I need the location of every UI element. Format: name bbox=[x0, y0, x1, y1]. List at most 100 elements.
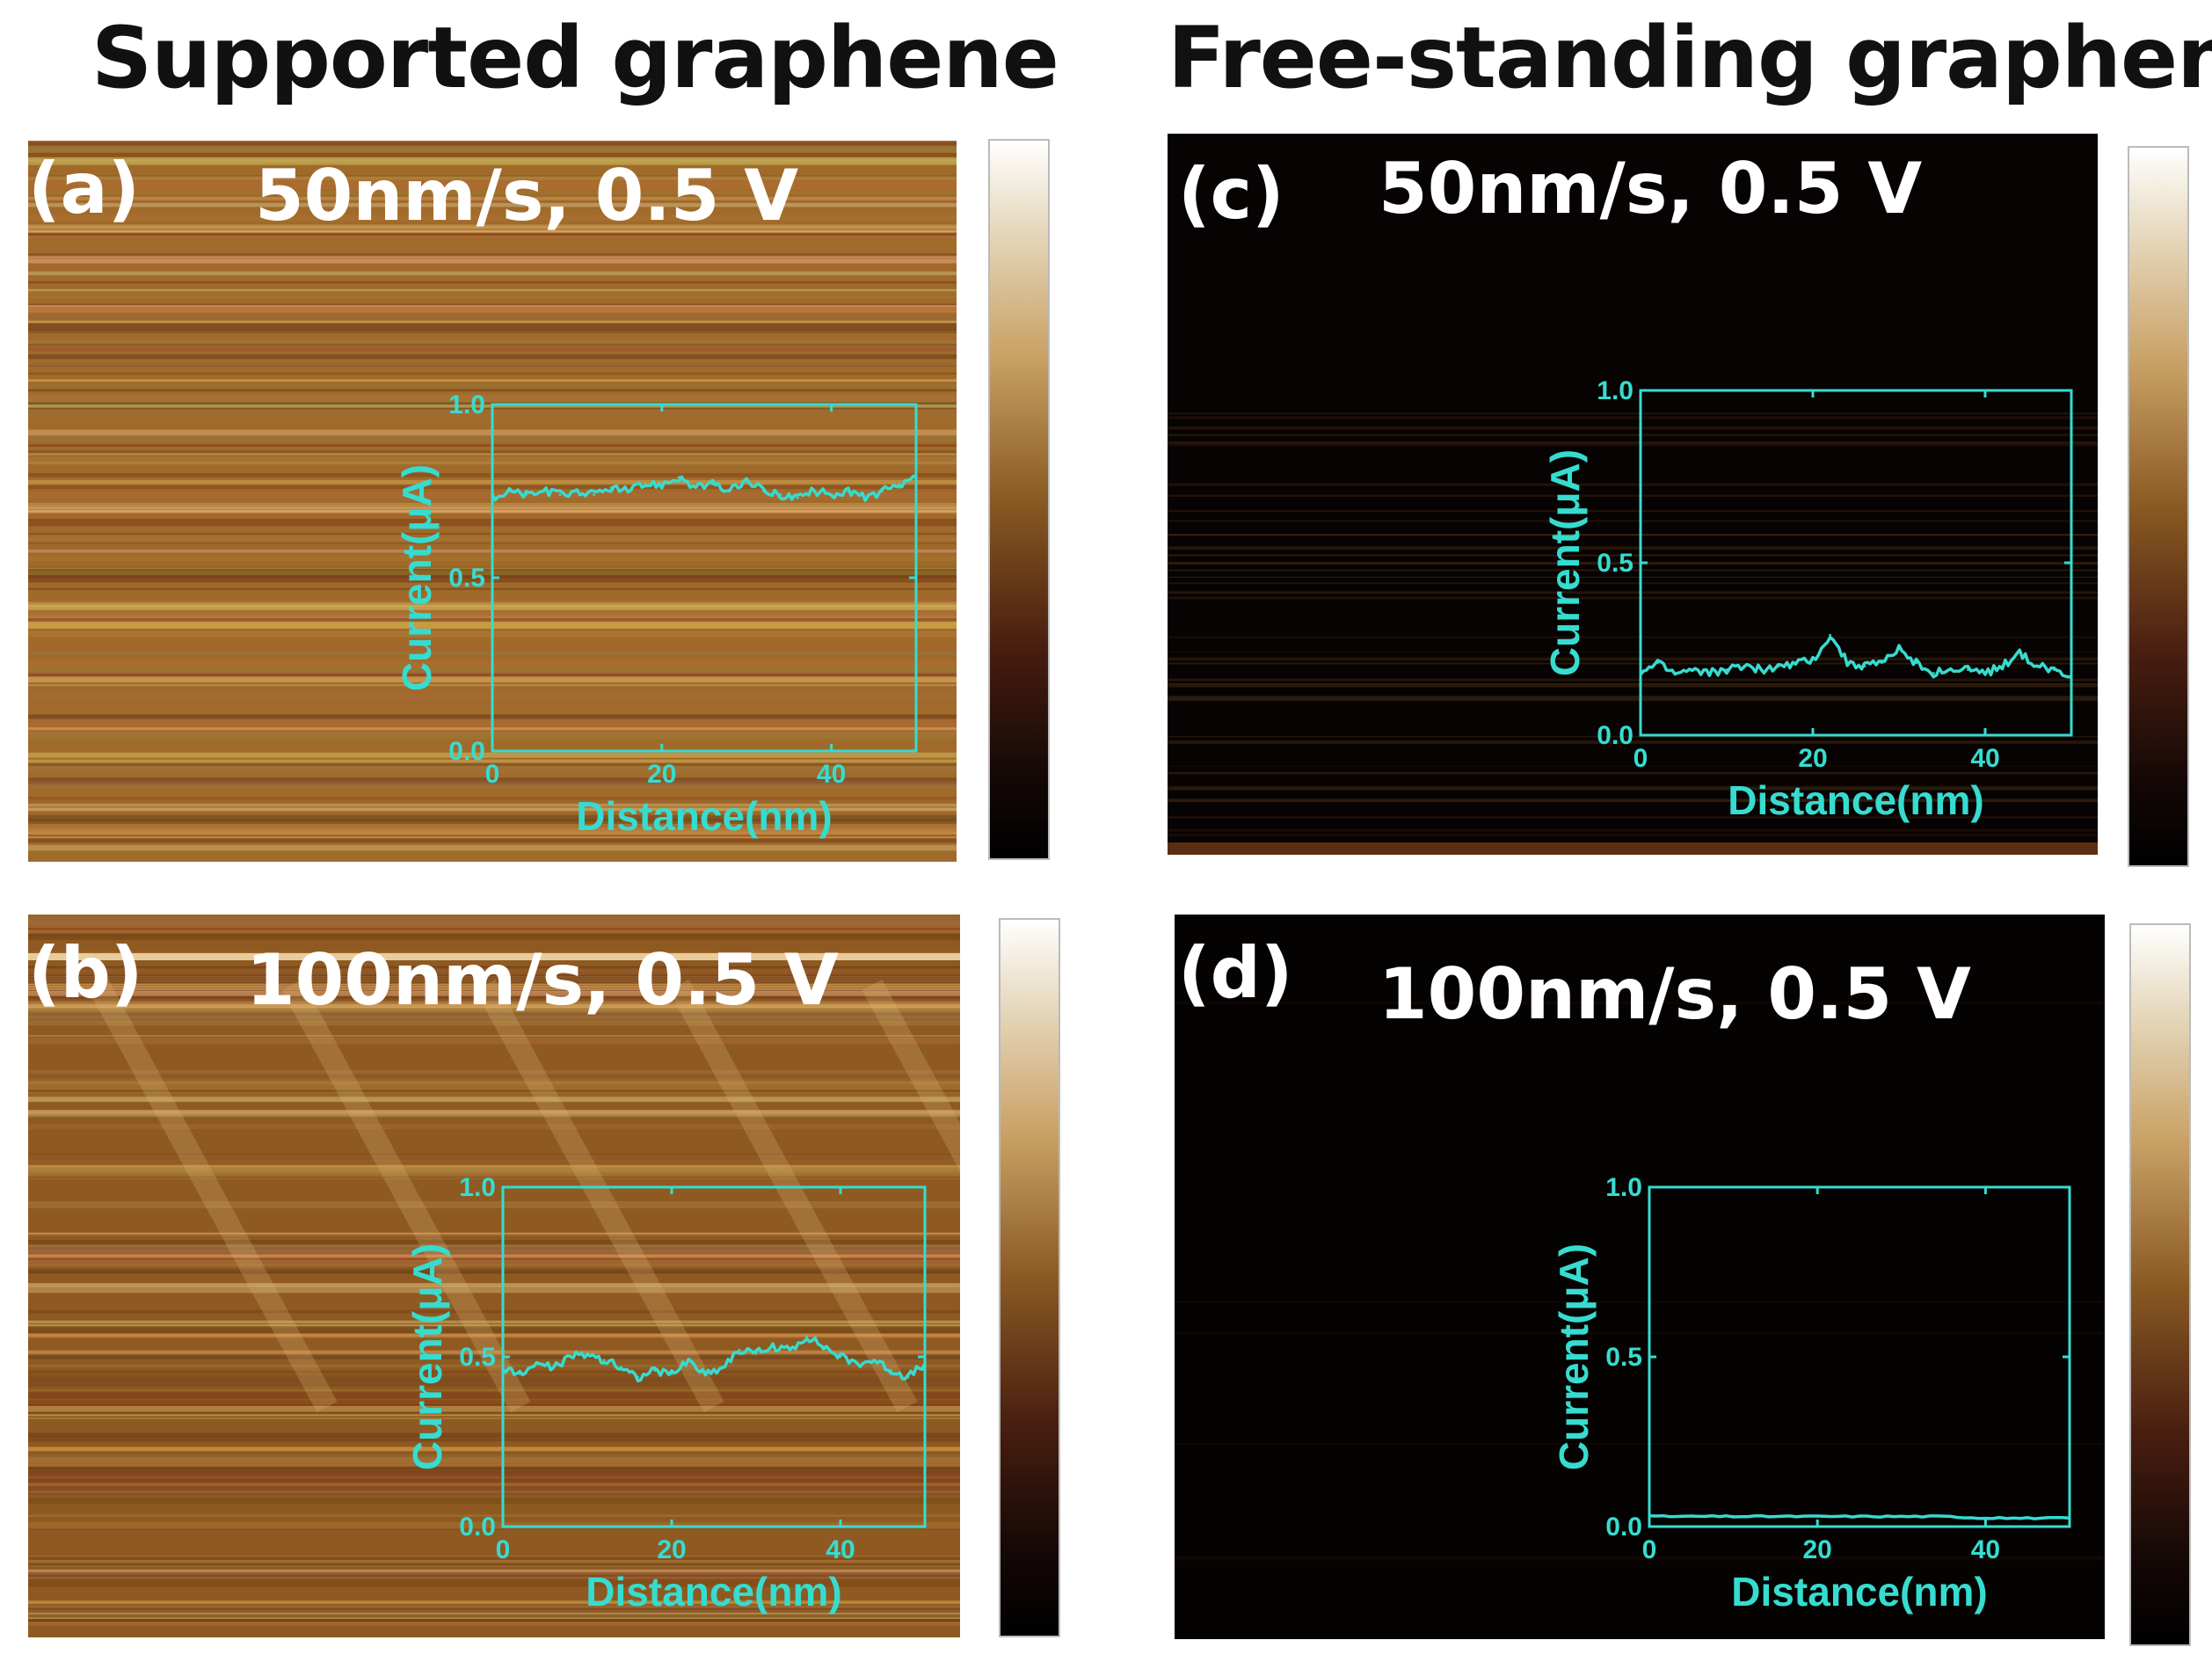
x-tick-label: 20 bbox=[1803, 1535, 1832, 1564]
data-point bbox=[711, 483, 715, 486]
scan-line bbox=[28, 315, 957, 322]
x-tick-label: 40 bbox=[1971, 1535, 2000, 1564]
scan-line bbox=[28, 255, 957, 259]
data-point bbox=[2070, 674, 2073, 678]
scan-line bbox=[28, 966, 960, 969]
scan-line bbox=[28, 1411, 960, 1417]
data-point bbox=[1858, 1514, 1861, 1518]
scan-line bbox=[28, 1350, 960, 1354]
data-point bbox=[1932, 671, 1935, 674]
scan-line bbox=[1168, 684, 2098, 688]
data-point bbox=[593, 492, 596, 496]
data-point bbox=[2035, 665, 2039, 668]
scan-line bbox=[28, 329, 957, 333]
data-point bbox=[1880, 661, 1883, 665]
data-point bbox=[890, 1368, 893, 1372]
y-tick-label: 0.5 bbox=[459, 1343, 496, 1372]
data-point bbox=[1759, 668, 1763, 672]
scan-line bbox=[28, 927, 960, 930]
scan-line bbox=[28, 1037, 960, 1045]
scan-line bbox=[28, 934, 960, 940]
data-point bbox=[839, 1355, 842, 1359]
scan-line bbox=[28, 214, 957, 221]
data-point bbox=[2018, 651, 2021, 654]
scan-line bbox=[1168, 678, 2098, 682]
step-edge bbox=[281, 979, 531, 1413]
panel-d-image: 0.0 0.5 1.0 0 20 40 Distance(nm) Current(μA) bbox=[1175, 915, 2105, 1639]
data-point bbox=[1732, 1514, 1735, 1518]
scan-line bbox=[28, 1370, 960, 1374]
scan-line bbox=[28, 1097, 960, 1103]
data-point bbox=[880, 490, 884, 492]
scan-line bbox=[28, 763, 957, 766]
scan-line bbox=[1168, 494, 2098, 498]
y-tick-label: 0.0 bbox=[459, 1513, 496, 1542]
y-tick-label: 1.0 bbox=[459, 1173, 496, 1202]
scan-line bbox=[1168, 736, 2098, 738]
scan-line bbox=[28, 1528, 960, 1530]
scan-line bbox=[1175, 1331, 2105, 1334]
scan-line bbox=[28, 259, 957, 264]
scan-line bbox=[28, 1364, 960, 1367]
scan-line bbox=[28, 976, 960, 980]
data-point bbox=[923, 1362, 927, 1366]
scan-line bbox=[28, 1232, 960, 1235]
scan-line bbox=[28, 973, 960, 975]
scan-line bbox=[1168, 443, 2098, 447]
data-point bbox=[507, 490, 511, 492]
y-tick-label: 1.0 bbox=[1605, 1173, 1642, 1202]
data-point bbox=[569, 1355, 572, 1359]
scan-line bbox=[28, 798, 957, 804]
data-point bbox=[518, 1372, 521, 1375]
x-tick-label: 0 bbox=[496, 1535, 511, 1564]
y-tick-label: 0.0 bbox=[1597, 721, 1634, 750]
panel-b-condition: 100nm/s, 0.5 V bbox=[246, 939, 839, 1021]
scan-line bbox=[1168, 569, 2098, 572]
scan-line bbox=[28, 1379, 960, 1388]
scan-line bbox=[28, 1078, 960, 1083]
scan-line bbox=[28, 974, 960, 976]
data-point bbox=[2001, 665, 2005, 668]
scan-line bbox=[28, 1010, 960, 1018]
y-tick-label: 0.5 bbox=[1605, 1343, 1642, 1372]
scan-line bbox=[28, 995, 960, 1000]
scan-line bbox=[28, 1069, 960, 1075]
scan-line bbox=[28, 844, 957, 851]
scan-line bbox=[28, 1414, 960, 1417]
data-point bbox=[2026, 1516, 2029, 1520]
current-profile-line bbox=[491, 474, 917, 503]
data-point bbox=[906, 1375, 910, 1379]
scan-line bbox=[28, 1562, 960, 1565]
scan-line bbox=[28, 190, 957, 194]
data-point bbox=[796, 496, 799, 499]
scan-line bbox=[28, 1163, 960, 1167]
data-point bbox=[788, 1348, 791, 1352]
scan-line bbox=[28, 320, 957, 324]
colorbar-c bbox=[2128, 146, 2189, 867]
data-point bbox=[626, 490, 629, 492]
scan-line bbox=[1168, 520, 2098, 522]
panel-b-image: 0.0 0.5 1.0 0 20 40 Distance(nm) Current(μA) bbox=[28, 915, 960, 1637]
scan-line bbox=[28, 323, 957, 331]
scan-line bbox=[28, 835, 957, 843]
data-point bbox=[1815, 1514, 1819, 1518]
y-tick-label: 1.0 bbox=[1597, 376, 1634, 405]
data-point bbox=[1811, 658, 1815, 661]
y-tick-label: 0.0 bbox=[1605, 1513, 1642, 1542]
data-point bbox=[703, 1372, 707, 1375]
scan-line bbox=[28, 202, 957, 208]
scan-line bbox=[28, 1400, 960, 1403]
scan-line bbox=[28, 1478, 960, 1484]
scan-line bbox=[1175, 1301, 2105, 1304]
data-point bbox=[738, 1348, 741, 1352]
data-point bbox=[602, 1359, 606, 1362]
scan-line bbox=[28, 292, 957, 297]
free-standing-graphene-title: Free-standing graphene bbox=[1168, 9, 2212, 107]
scan-line bbox=[1175, 1002, 2105, 1004]
data-point bbox=[670, 1372, 673, 1375]
x-tick-label: 40 bbox=[826, 1535, 855, 1564]
scan-line bbox=[28, 1254, 960, 1262]
scan-line bbox=[28, 1605, 960, 1608]
panel-b: 0.0 0.5 1.0 0 20 40 Distance(nm) Current(μA) (b… bbox=[28, 915, 960, 1637]
scan-line bbox=[1168, 696, 2098, 698]
